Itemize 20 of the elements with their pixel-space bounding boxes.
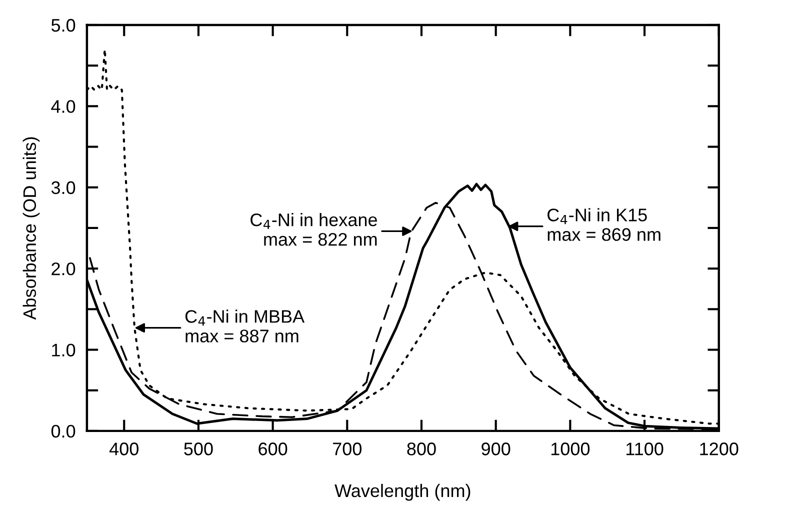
- x-tick-label: 500: [184, 442, 213, 456]
- y-tick-label: 2.0: [52, 262, 76, 276]
- annotation: C$_{4}$-Ni in MBBA max = 887 nm: [185, 310, 305, 342]
- x-tick-label: 600: [258, 442, 288, 456]
- annotation: C$_{4}$-Ni in hexane max = 822 nm: [250, 212, 377, 246]
- x-tick-label: 900: [482, 442, 510, 456]
- y-tick-label: 3.0: [51, 181, 76, 194]
- y-axis-title: Absorbance (OD units): [22, 137, 40, 320]
- annotation: C$_{4}$-Ni in K15 max = 869 nm: [548, 208, 660, 241]
- x-tick-label: 1100: [626, 442, 664, 456]
- x-tick-label: 1000: [551, 442, 590, 456]
- x-tick-label: 400: [109, 442, 138, 456]
- y-tick-label: 4.0: [51, 100, 76, 113]
- x-tick-label: 800: [407, 442, 436, 456]
- x-axis-title: Wavelength (nm): [334, 484, 470, 501]
- y-tick-label: 5.0: [51, 18, 76, 32]
- x-tick-label: 1200: [700, 442, 738, 456]
- y-tick-label: 0.0: [51, 424, 76, 438]
- y-tick-label: 1.0: [52, 344, 76, 356]
- x-tick-label: 700: [333, 442, 362, 456]
